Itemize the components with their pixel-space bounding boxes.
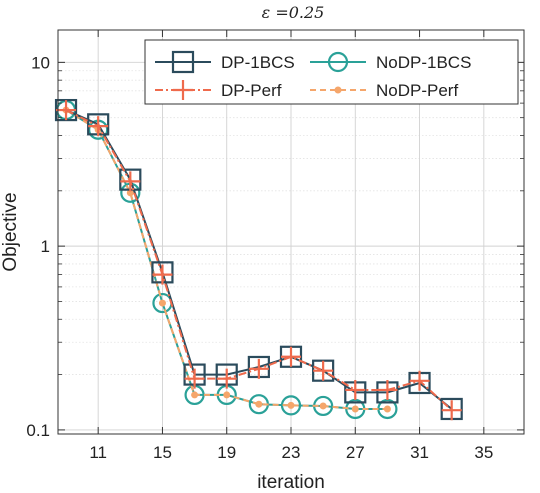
data-point-nodp-perf — [383, 405, 391, 413]
legend-item-dp-1bcs: DP-1BCS — [155, 50, 295, 74]
y-axis-label: Objective — [0, 192, 21, 271]
data-point-dp-perf — [409, 370, 430, 391]
axis-ticks: 0.1 1 10 11 15 19 23 27 31 35 — [26, 30, 524, 462]
x-tick-label: 35 — [474, 443, 493, 462]
data-point-nodp-perf — [223, 391, 231, 399]
data-point-dp-perf — [88, 116, 109, 137]
x-tick-label: 15 — [153, 443, 172, 462]
legend-label-dp-perf: DP-Perf — [221, 81, 282, 100]
x-tick-label: 27 — [346, 443, 365, 462]
legend-box — [144, 39, 519, 105]
legend: DP-1BCS NoDP-1BCS DP-Perf NoDP-Perf — [144, 39, 519, 105]
y-tick-label: 0.1 — [26, 421, 50, 440]
data-point-dp-perf — [377, 379, 398, 400]
legend-marker-nodp-1bcs — [327, 51, 349, 73]
data-point-dp-perf — [313, 360, 334, 381]
x-tick-label: 23 — [282, 443, 301, 462]
data-point-nodp-perf — [319, 402, 327, 410]
data-point-nodp-perf — [351, 405, 359, 413]
data-point-dp-perf — [184, 368, 205, 389]
legend-label-nodp-perf: NoDP-Perf — [376, 81, 458, 100]
legend-marker-dp-perf — [173, 80, 193, 100]
legend-label-nodp-1bcs: NoDP-1BCS — [376, 53, 471, 72]
data-point-nodp-perf — [158, 299, 166, 307]
legend-item-dp-perf: DP-Perf — [155, 80, 282, 100]
legend-label-dp-1bcs: DP-1BCS — [221, 53, 295, 72]
x-axis-label: iteration — [257, 472, 325, 493]
y-tick-label: 10 — [31, 53, 50, 72]
data-point-dp-perf — [56, 100, 77, 121]
series-dp-perf — [56, 100, 462, 421]
y-tick-label: 1 — [41, 237, 50, 256]
data-point-nodp-perf — [191, 391, 199, 399]
data-point-nodp-perf — [126, 189, 134, 197]
legend-item-nodp-perf: NoDP-Perf — [310, 81, 458, 100]
series-layer — [54, 98, 463, 421]
legend-item-nodp-1bcs: NoDP-1BCS — [310, 51, 471, 73]
data-point-dp-perf — [216, 368, 237, 389]
x-tick-label: 11 — [89, 443, 107, 462]
data-point-dp-perf — [345, 379, 366, 400]
data-point-nodp-perf — [287, 401, 295, 409]
data-point-nodp-perf — [255, 400, 263, 408]
x-tick-label: 31 — [410, 443, 429, 462]
data-point-dp-perf — [152, 264, 173, 285]
legend-marker-nodp-perf — [334, 86, 342, 94]
data-point-nodp-1bcs — [280, 395, 302, 416]
data-point-dp-perf — [441, 400, 462, 421]
data-point-dp-perf — [120, 171, 141, 192]
data-point-dp-perf — [281, 346, 301, 367]
x-tick-label: 19 — [217, 443, 236, 462]
data-point-dp-perf — [248, 358, 269, 379]
legend-marker-dp-1bcs — [171, 50, 195, 74]
chart-title: ε =0.25 — [262, 3, 325, 22]
